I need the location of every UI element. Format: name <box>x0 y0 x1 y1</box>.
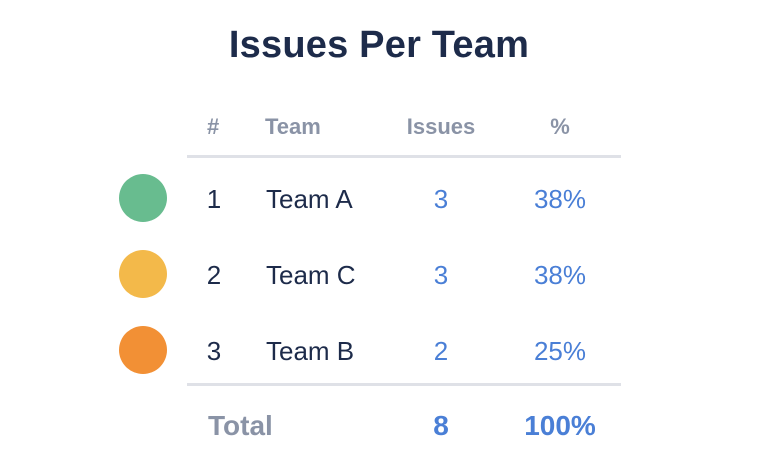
row-team: Team C <box>266 260 356 290</box>
row-issues: 2 <box>433 336 449 366</box>
team-color-dot <box>119 174 167 222</box>
total-percent: 100% <box>524 410 596 441</box>
row-issues: 3 <box>433 184 449 214</box>
header-rank: # <box>207 114 220 139</box>
row-team: Team A <box>266 184 353 214</box>
row-percent: 38% <box>533 184 587 214</box>
row-issues: 3 <box>433 260 449 290</box>
row-team: Team B <box>266 336 355 366</box>
header-divider <box>187 155 621 158</box>
row-rank: 3 <box>206 336 222 366</box>
header-percent: % <box>550 114 570 139</box>
team-color-dot <box>119 250 167 298</box>
row-rank: 2 <box>206 260 222 290</box>
row-percent: 38% <box>533 260 587 290</box>
row-rank: 1 <box>206 184 222 214</box>
page-title: Issues Per Team <box>228 24 530 66</box>
total-label: Total <box>208 410 273 441</box>
header-issues: Issues <box>406 114 476 139</box>
row-percent: 25% <box>533 336 587 366</box>
header-team: Team <box>265 114 321 139</box>
total-divider <box>187 383 621 386</box>
team-color-dot <box>119 326 167 374</box>
total-issues: 8 <box>433 410 449 441</box>
